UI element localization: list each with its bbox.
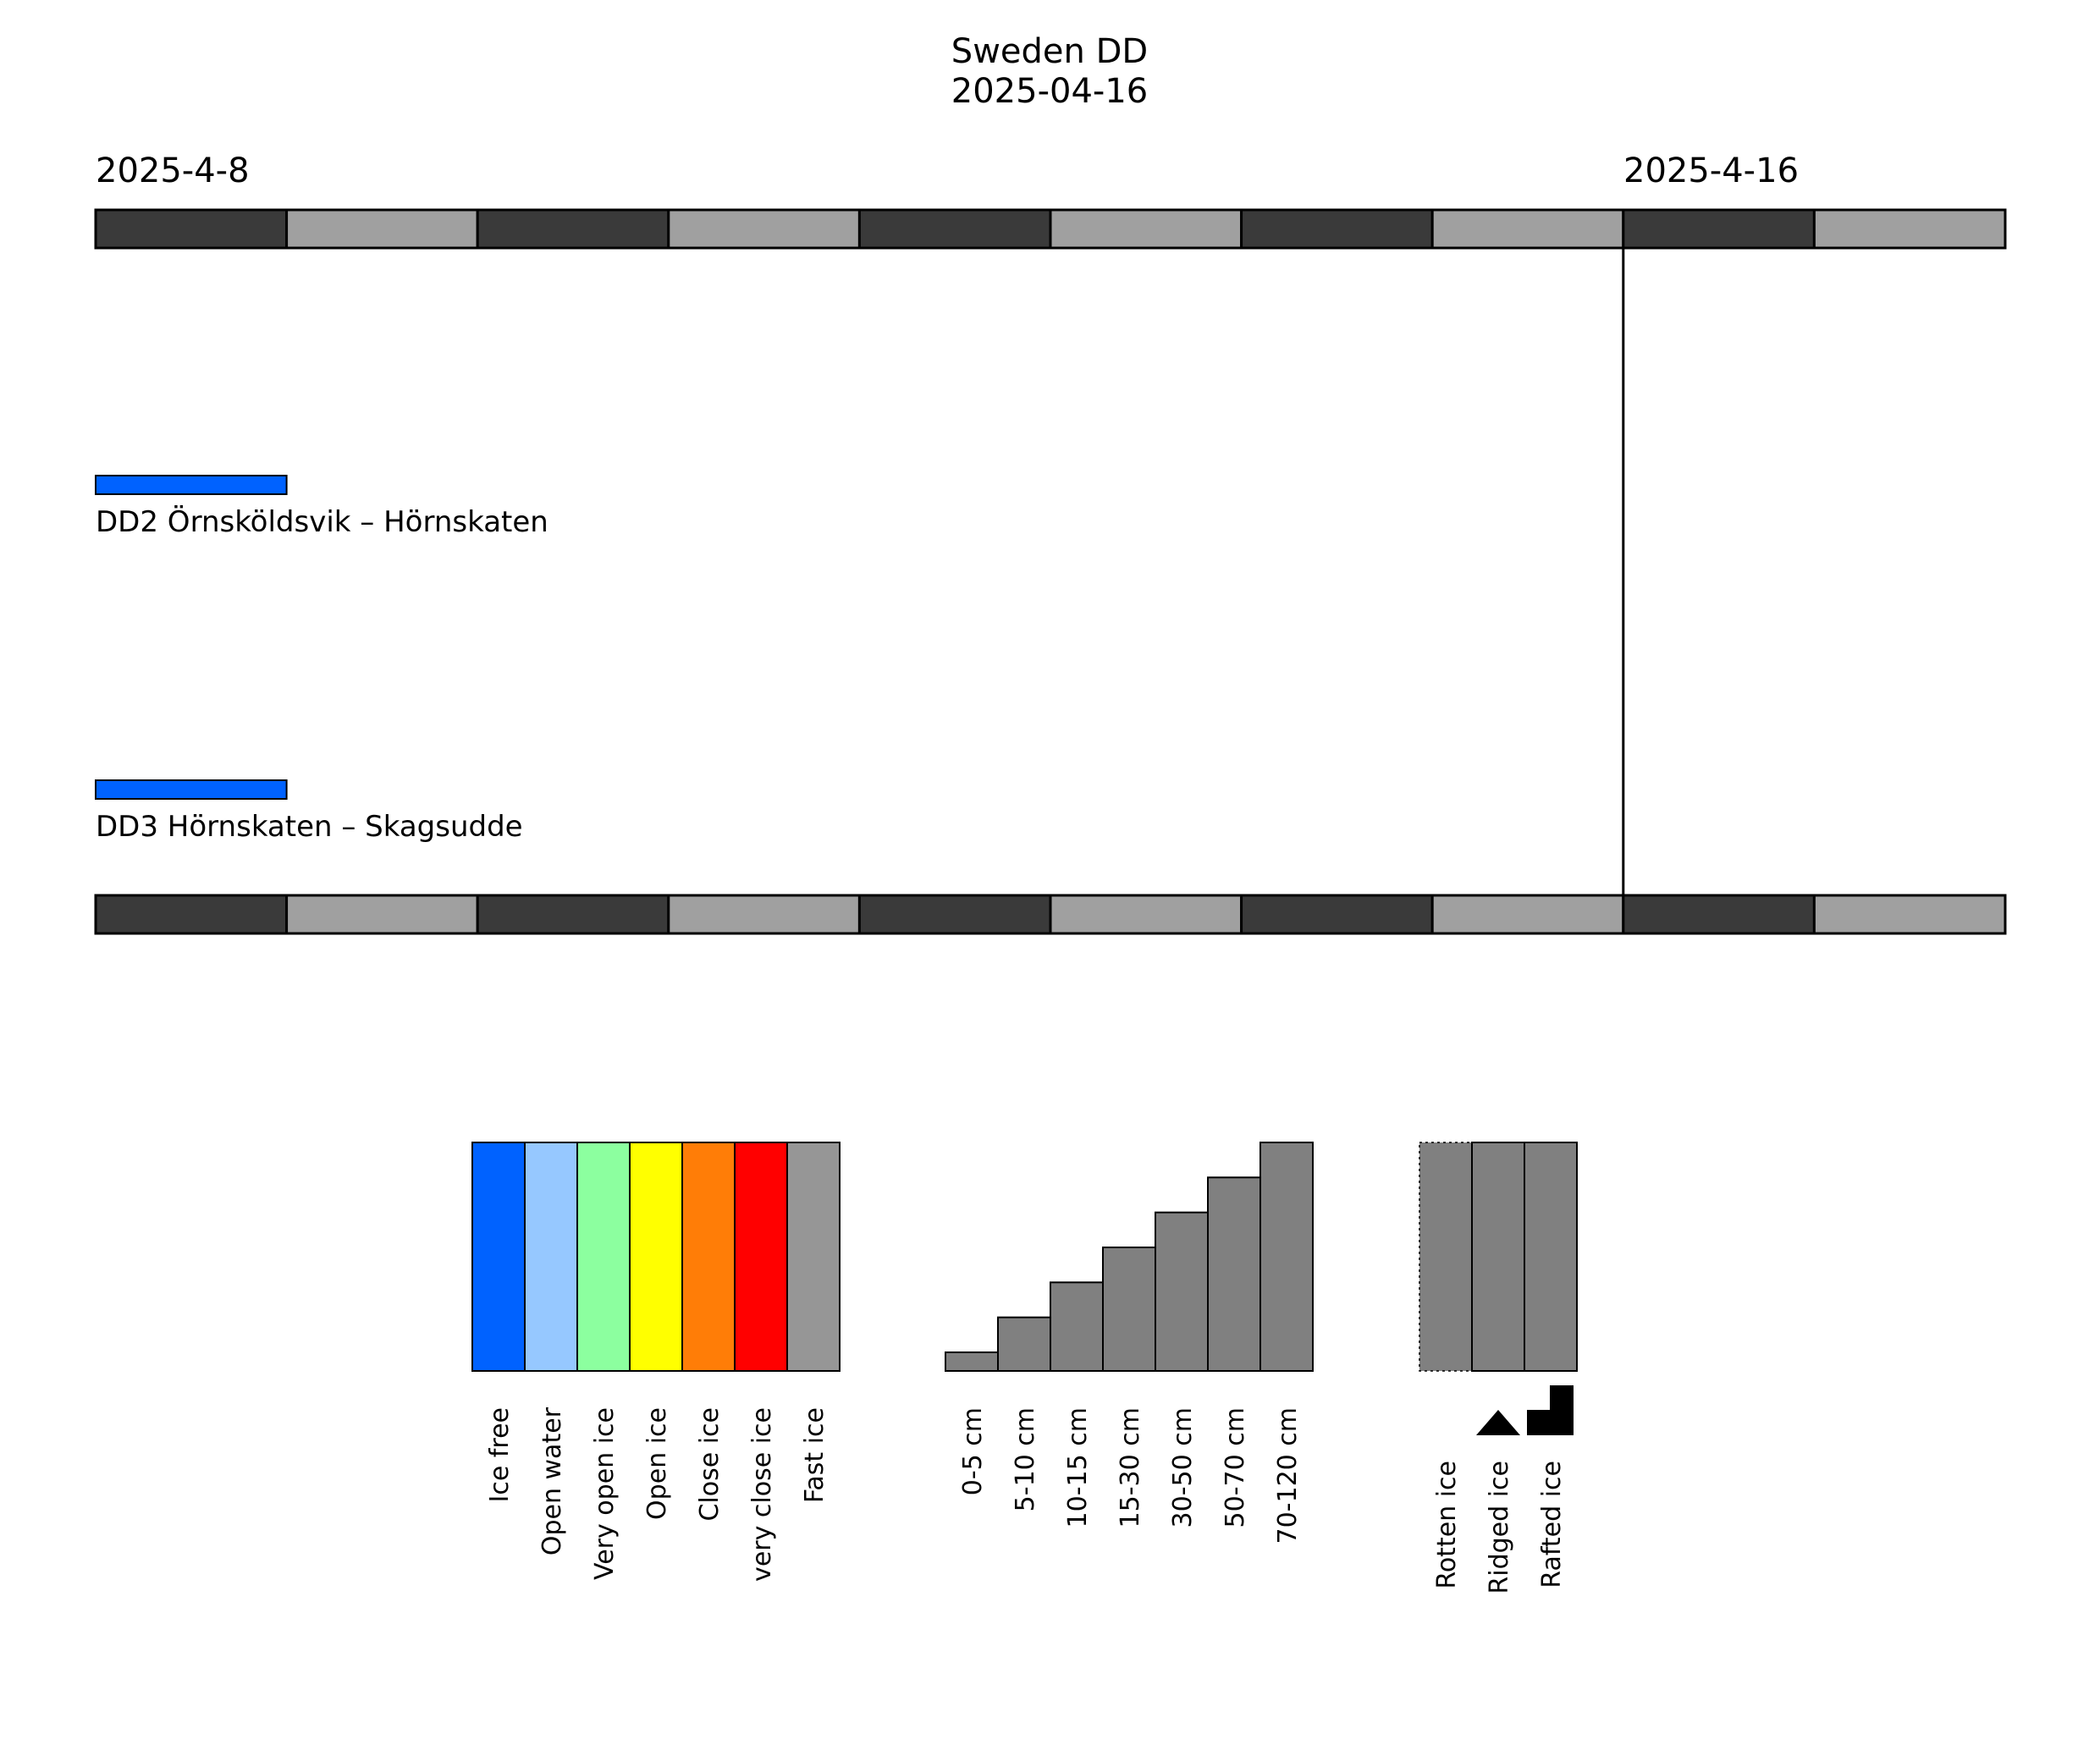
day-segment [857,208,1052,250]
day-segment [1049,894,1243,935]
legend-label: Open ice [642,1407,672,1520]
day-segment [476,208,670,250]
legend-label: 10-15 cm [1063,1407,1093,1528]
day-segment [94,208,289,250]
legend-label: Fast ice [800,1407,830,1503]
legend-ice-types: Rotten ice Ridged ice Rafted ice [1419,1142,1578,1594]
thickness-bar [1050,1281,1104,1373]
legend-label: 5-10 cm [1011,1407,1040,1511]
legend-swatch [524,1142,578,1372]
legend-label: 0-5 cm [958,1407,988,1495]
thickness-bar [1207,1176,1261,1373]
ridged-ice-icon [1476,1410,1520,1435]
legend-label: 30-50 cm [1168,1407,1198,1528]
legend-swatch [576,1142,631,1372]
legend-label: 50-70 cm [1221,1407,1250,1528]
day-segment [1430,208,1625,250]
chart-subtitle: 2025-04-16 [951,72,1148,111]
day-segment [667,894,861,935]
legend-thickness: 0-5 cm 5-10 cm 10-15 cm 15-30 cm 30-50 cm 50-… [945,1142,1314,1544]
day-segment [94,894,289,935]
legend-label: Rotten ice [1432,1461,1462,1589]
day-segment [476,894,670,935]
legend-label: 70-120 cm [1273,1407,1303,1544]
legend-label: Very open ice [590,1407,620,1580]
day-segment [1812,894,2007,935]
route-rows: DD2 Örnsköldsvik – Hörnskaten DD3 Hörnska… [95,475,548,844]
legend-concentration: Ice free Open water Very open ice Open ice C… [471,1142,841,1582]
observation-bar [95,779,288,800]
ice-type-swatch [1471,1142,1525,1372]
day-segment [285,208,479,250]
ice-type-swatch [1524,1142,1578,1372]
legend-label: Rafted ice [1537,1461,1567,1588]
day-segment [1240,894,1434,935]
legend-label: 15-30 cm [1116,1407,1145,1528]
legend-label: very close ice [747,1407,777,1582]
thickness-bar [1259,1142,1314,1372]
day-segment [1622,894,1816,935]
legend-swatch [681,1142,736,1372]
legend-swatch [786,1142,841,1372]
day-segment [667,208,861,250]
thickness-bar [945,1351,999,1372]
legend-label: Close ice [695,1407,725,1522]
start-date-label: 2025-4-8 [96,151,250,190]
timeline-bottom-bar [94,894,2007,935]
day-segment [1430,894,1625,935]
thickness-bar [1155,1211,1209,1372]
day-segment [285,894,479,935]
day-segment [1622,208,1816,250]
day-segment [1049,208,1243,250]
legend-swatch [629,1142,683,1372]
route-label: DD3 Hörnskaten – Skagsudde [96,810,523,844]
observation-bar [95,475,288,495]
thickness-bar [1102,1247,1156,1372]
legend-label: Ice free [485,1407,515,1503]
thickness-bar [997,1316,1051,1372]
legend-label: Open water [537,1406,567,1555]
timeline-top-bar [94,208,2007,250]
route-label: DD2 Örnsköldsvik – Hörnskaten [96,504,548,539]
day-segment [1240,208,1434,250]
chart-title: Sweden DD [951,32,1148,71]
legend-swatch [734,1142,788,1372]
day-segment [1812,208,2007,250]
legend-label: Ridged ice [1485,1461,1514,1594]
end-date-label: 2025-4-16 [1623,151,1799,190]
ice-type-swatch [1419,1142,1473,1372]
rafted-ice-icon [1527,1385,1574,1435]
legend-swatch [471,1142,526,1372]
day-segment [857,894,1052,935]
